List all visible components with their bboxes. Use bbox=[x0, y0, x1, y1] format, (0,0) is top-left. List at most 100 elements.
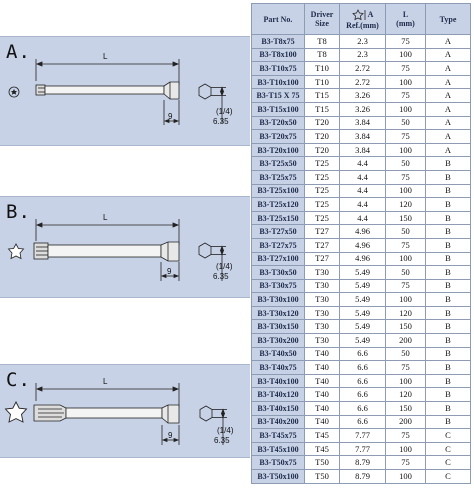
type-cell: B bbox=[425, 346, 471, 362]
ref-cell: 4.96 bbox=[339, 224, 386, 239]
part-number-cell: B3-T20x75 bbox=[251, 129, 305, 144]
type-cell: B bbox=[425, 401, 471, 416]
driver-size-cell: T40 bbox=[304, 373, 340, 389]
ref-cell: 5.49 bbox=[339, 278, 386, 294]
type-cell: B bbox=[425, 265, 471, 280]
torx-dimension-icon bbox=[351, 8, 366, 20]
ref-cell: 5.49 bbox=[339, 333, 386, 348]
driver-size-cell: T15 bbox=[304, 101, 340, 117]
part-number-cell: B3-T40x200 bbox=[251, 414, 305, 430]
table-row: B3-T10x100 T10 2.72 100 A bbox=[251, 74, 471, 90]
length-cell: 75 bbox=[385, 61, 426, 76]
driver-size-cell: T8 bbox=[304, 47, 340, 63]
part-number-cell: B3-T27x50 bbox=[251, 224, 305, 239]
table-row: B3-T50x75 T50 8.79 75 C bbox=[251, 455, 471, 470]
length-cell: 100 bbox=[385, 292, 426, 307]
header-length-line2: (mm) bbox=[396, 19, 415, 28]
type-cell: B bbox=[425, 183, 471, 199]
driver-size-cell: T10 bbox=[304, 61, 340, 76]
part-number-cell: B3-T40x100 bbox=[251, 373, 305, 389]
hex-size-mm-label: 6.35 bbox=[213, 272, 229, 281]
part-number-cell: B3-T25x150 bbox=[251, 210, 305, 226]
type-cell: B bbox=[425, 292, 471, 307]
length-cell: 100 bbox=[385, 441, 426, 457]
table-row: B3-T40x150 T40 6.6 150 B bbox=[251, 401, 471, 416]
table-row: B3-T40x100 T40 6.6 100 B bbox=[251, 373, 471, 389]
head-length-label: 9 bbox=[168, 112, 173, 121]
length-cell: 75 bbox=[385, 88, 426, 103]
driver-size-cell: T8 bbox=[304, 34, 340, 49]
panel-type-c: C. bbox=[0, 364, 250, 458]
hex-size-inch-label: (1/4) bbox=[216, 107, 233, 116]
part-number-cell: B3-T10x75 bbox=[251, 61, 305, 76]
part-number-cell: B3-T45x75 bbox=[251, 428, 305, 443]
header-driver-size: Driver Size bbox=[304, 3, 340, 35]
type-cell: B bbox=[425, 237, 471, 253]
ref-cell: 4.4 bbox=[339, 197, 386, 212]
table-header-row: Part No. Driver Size A Ref.(mm) L (mm) T… bbox=[251, 3, 471, 35]
part-number-cell: B3-T30x150 bbox=[251, 319, 305, 335]
length-cell: 50 bbox=[385, 265, 426, 280]
table-row: B3-T20x75 T20 3.84 75 A bbox=[251, 129, 471, 144]
table-row: B3-T45x75 T45 7.77 75 C bbox=[251, 428, 471, 443]
length-cell: 75 bbox=[385, 129, 426, 144]
header-part-no: Part No. bbox=[251, 3, 305, 35]
header-driver-line1: Driver bbox=[310, 10, 334, 19]
type-cell: A bbox=[425, 115, 471, 131]
table-row: B3-T27x75 T27 4.96 75 B bbox=[251, 237, 471, 253]
torx-profile-icon bbox=[7, 243, 25, 260]
driver-size-cell: T25 bbox=[304, 210, 340, 226]
length-cell: 50 bbox=[385, 224, 426, 239]
ref-cell: 3.84 bbox=[339, 129, 386, 144]
type-cell: B bbox=[425, 210, 471, 226]
part-number-cell: B3-T30x120 bbox=[251, 305, 305, 321]
header-ref-a: A Ref.(mm) bbox=[339, 3, 386, 35]
driver-size-cell: T20 bbox=[304, 129, 340, 144]
fraction-denominator: 4 bbox=[225, 107, 230, 116]
header-length-line1: L bbox=[402, 10, 409, 19]
driver-size-cell: T20 bbox=[304, 115, 340, 131]
length-cell: 150 bbox=[385, 401, 426, 416]
part-number-cell: B3-T15 X 75 bbox=[251, 88, 305, 103]
part-number-cell: B3-T40x50 bbox=[251, 346, 305, 362]
driver-size-cell: T30 bbox=[304, 305, 340, 321]
length-label: L bbox=[103, 213, 108, 222]
part-number-cell: B3-T45x100 bbox=[251, 441, 305, 457]
length-cell: 150 bbox=[385, 319, 426, 335]
part-number-cell: B3-T8x100 bbox=[251, 47, 305, 63]
table-row: B3-T50x100 T50 8.79 100 C bbox=[251, 469, 471, 484]
ref-cell: 2.3 bbox=[339, 34, 386, 49]
driver-size-cell: T27 bbox=[304, 237, 340, 253]
ref-cell: 7.77 bbox=[339, 441, 386, 457]
header-ref-label: Ref.(mm) bbox=[346, 20, 379, 30]
table-row: B3-T30x200 T30 5.49 200 B bbox=[251, 333, 471, 348]
table-row: B3-T30x150 T30 5.49 150 B bbox=[251, 319, 471, 335]
fraction-denominator: 4 bbox=[226, 426, 231, 435]
panel-letter: B. bbox=[6, 201, 31, 223]
ref-cell: 6.6 bbox=[339, 401, 386, 416]
driver-size-cell: T40 bbox=[304, 387, 340, 403]
table-row: B3-T40x75 T40 6.6 75 B bbox=[251, 360, 471, 375]
type-cell: B bbox=[425, 197, 471, 212]
part-number-cell: B3-T50x75 bbox=[251, 455, 305, 470]
length-cell: 100 bbox=[385, 101, 426, 117]
head-length-label: 9 bbox=[168, 431, 173, 440]
ref-cell: 4.96 bbox=[339, 251, 386, 267]
table-row: B3-T8x75 T8 2.3 75 A bbox=[251, 34, 471, 49]
part-number-cell: B3-T25x120 bbox=[251, 197, 305, 212]
type-cell: C bbox=[425, 455, 471, 470]
ref-cell: 3.26 bbox=[339, 101, 386, 117]
driver-size-cell: T40 bbox=[304, 414, 340, 430]
hex-size-inch-label: (1/4) bbox=[216, 262, 233, 271]
type-cell: B bbox=[425, 278, 471, 294]
length-label: L bbox=[103, 377, 108, 386]
hex-size-mm-label: 6.35 bbox=[214, 436, 230, 445]
part-number-cell: B3-T50x100 bbox=[251, 469, 305, 484]
driver-size-cell: T27 bbox=[304, 251, 340, 267]
part-number-cell: B3-T30x200 bbox=[251, 333, 305, 348]
type-cell: B bbox=[425, 156, 471, 171]
table-row: B3-T27x50 T27 4.96 50 B bbox=[251, 224, 471, 239]
length-cell: 50 bbox=[385, 115, 426, 131]
type-cell: A bbox=[425, 142, 471, 158]
torx-profile-icon bbox=[8, 86, 20, 98]
